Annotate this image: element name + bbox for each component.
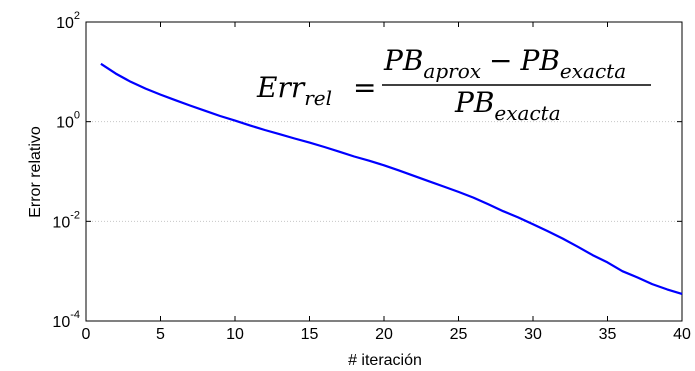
y-tick-label: 100 [56,110,80,132]
formula-lhs: Errrel [256,71,332,110]
series-group [100,62,683,295]
formula-annotation: Errrel = PBaprox − PBexacta PBexacta [256,44,651,125]
x-tick-label: 10 [226,326,244,343]
x-tick-label: 20 [375,326,393,343]
y-tick-label: 10-2 [52,209,80,231]
formula-numerator: PBaprox − PBexacta [383,44,626,83]
grid [86,121,682,222]
x-axis-title: # iteración [348,352,422,369]
x-tick-label: 15 [301,326,319,343]
x-tick-label: 5 [156,326,165,343]
x-tick-label: 0 [82,326,91,343]
y-tick-label: 10-4 [52,309,80,331]
x-tick-label: 40 [673,326,691,343]
axis-ticks: 102 100 10-2 10-40 5 10 15 20 25 30 35 40 [52,10,691,343]
x-tick-label: 30 [524,326,542,343]
x-tick-label: 25 [450,326,468,343]
x-tick-label: 35 [599,326,617,343]
series-line-0 [100,62,683,295]
formula-denominator: PBexacta [454,86,561,125]
y-tick-label: 102 [56,10,80,32]
y-axis-title: Error relativo [27,126,44,218]
formula-equals: = [353,71,376,104]
